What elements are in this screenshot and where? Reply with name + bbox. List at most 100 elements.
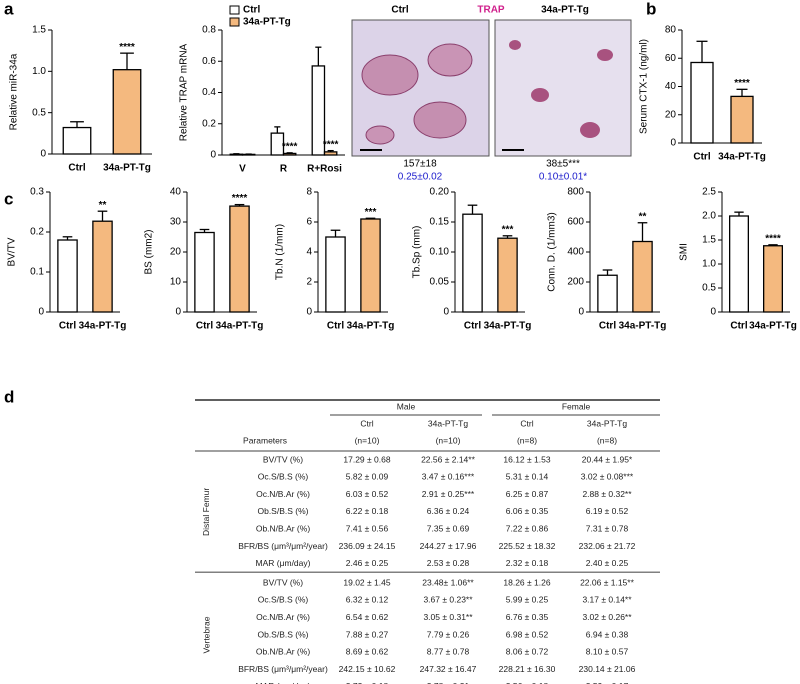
table-cell: 22.56 ± 2.14** — [421, 454, 476, 464]
section-label: Vertebrae — [201, 616, 211, 653]
x-tick-label: R+Rosi — [307, 164, 342, 175]
y-tick-label: 6 — [306, 217, 312, 228]
bar — [57, 239, 78, 313]
table-cell: 3.02 ± 0.26** — [582, 612, 632, 622]
bar — [323, 151, 338, 156]
error-bar — [315, 46, 322, 66]
x-tick-label: Ctrl — [68, 163, 85, 174]
table-cell: 3.17 ± 0.14** — [582, 595, 632, 605]
y-tick-label: 0 — [210, 150, 216, 161]
error-bar — [736, 88, 748, 97]
table-cell: 17.29 ± 0.68 — [343, 454, 390, 464]
y-tick-label: 2.0 — [702, 211, 716, 222]
y-tick-label: 0 — [443, 307, 449, 318]
table-cell: 228.21 ± 16.30 — [499, 664, 556, 674]
table-cell: 3.02 ± 0.08*** — [581, 472, 634, 482]
y-tick-label: 0.2 — [202, 118, 216, 129]
y-tick-label: 0 — [578, 307, 584, 318]
table-cell: 230.14 ± 21.06 — [579, 664, 636, 674]
osteoclast — [413, 101, 467, 139]
significance: **** — [282, 141, 298, 152]
table-cell: 6.19 ± 0.52 — [586, 506, 629, 516]
table-cell: 6.54 ± 0.62 — [346, 612, 389, 622]
y-tick-label: 200 — [567, 277, 584, 288]
x-tick-label: Ctrl — [464, 321, 481, 332]
osteoclast — [361, 54, 419, 96]
x-tick-label: Ctrl — [327, 321, 344, 332]
y-tick-label: 60 — [665, 53, 677, 64]
row-label: Ob.N/B.Ar (%) — [256, 647, 310, 657]
table-cell: 2.72 ± 0.18 — [346, 681, 389, 684]
x-tick-label: 34a-PT-Tg — [749, 321, 797, 332]
y-tick-label: 0.05 — [430, 277, 450, 288]
y-tick-label: 400 — [567, 247, 584, 258]
y-tick-label: 2.5 — [702, 187, 716, 198]
y-tick-label: 0.4 — [202, 87, 216, 98]
row-label: Ob.N/B.Ar (%) — [256, 523, 310, 533]
x-tick-label: 34a-PT-Tg — [718, 152, 766, 163]
y-tick-label: 0 — [175, 307, 181, 318]
trap-images: Ctrl TRAP 34a-PT-Tg 157±18 38±5*** 0.25±… — [351, 5, 632, 183]
table-cell: 7.22 ± 0.86 — [506, 523, 549, 533]
table-cell: 22.06 ± 1.15** — [580, 577, 635, 587]
y-axis-label: Conn. D. (1/mm3) — [547, 212, 558, 291]
bar — [92, 220, 113, 313]
table-cell: 2.46 ± 0.25 — [346, 558, 389, 568]
table-cell: 8.77 ± 0.78 — [427, 647, 470, 657]
y-tick-label: 600 — [567, 217, 584, 228]
error-bar — [327, 149, 334, 152]
table-cell: 5.82 ± 0.09 — [346, 472, 389, 482]
significance: **** — [734, 78, 750, 89]
x-tick-label: V — [239, 164, 246, 175]
table-cell: 20.44 ± 1.95* — [582, 454, 633, 464]
table-cell: 8.10 ± 0.57 — [586, 647, 629, 657]
error-bar — [97, 210, 108, 222]
table-cell: 8.06 ± 0.72 — [506, 647, 549, 657]
y-tick-label: 0.5 — [702, 283, 716, 294]
bar — [690, 61, 714, 144]
table-cell: 7.35 ± 0.69 — [427, 523, 470, 533]
y-tick-label: 2 — [306, 277, 312, 288]
table-cell: 2.40 ± 0.25 — [586, 558, 629, 568]
table-cell: 6.36 ± 0.24 — [427, 506, 470, 516]
y-axis-label: SMI — [679, 243, 690, 261]
significance: **** — [765, 233, 781, 244]
y-axis-label: Relative miR-34a — [9, 53, 20, 130]
error-bar — [62, 236, 73, 240]
bar — [729, 215, 750, 313]
y-tick-label: 1.5 — [32, 25, 46, 36]
x-tick-label: Ctrl — [693, 152, 710, 163]
y-tick-label: 40 — [170, 187, 182, 198]
bar — [325, 236, 346, 313]
y-tick-label: 0 — [710, 307, 716, 318]
table-cell: 232.06 ± 21.72 — [579, 541, 636, 551]
table-cell: 2.53 ± 0.28 — [427, 558, 470, 568]
significance: *** — [365, 207, 377, 218]
sub-header: Ctrl — [360, 418, 373, 428]
table-cell: 244.27 ± 17.96 — [420, 541, 477, 551]
row-label: MAR (μm/day) — [256, 558, 311, 568]
significance: **** — [232, 193, 248, 204]
row-label: BFR/BS (μm³/μm²/year) — [238, 664, 328, 674]
y-tick-label: 40 — [665, 81, 677, 92]
bar — [597, 274, 618, 313]
image-count: 38±5*** — [546, 159, 580, 170]
y-tick-label: 10 — [170, 277, 182, 288]
osteoclast — [597, 49, 613, 61]
error-bar — [502, 235, 513, 239]
table-cell: 19.02 ± 1.45 — [343, 577, 390, 587]
table-cell: 2.88 ± 0.32** — [582, 489, 632, 499]
x-tick-label: 34a-PT-Tg — [347, 321, 395, 332]
table-cell: 5.99 ± 0.25 — [506, 595, 549, 605]
y-tick-label: 30 — [170, 217, 182, 228]
image-label: Ctrl — [391, 5, 408, 16]
image-label: 34a-PT-Tg — [541, 5, 589, 16]
sub-header: 34a-PT-Tg — [587, 418, 627, 428]
x-tick-label: 34a-PT-Tg — [79, 321, 127, 332]
panel-label: a — [4, 0, 14, 18]
y-tick-label: 0.6 — [202, 56, 216, 67]
y-tick-label: 0.2 — [30, 227, 44, 238]
table-cell: 236.09 ± 24.15 — [339, 541, 396, 551]
group-header: Male — [397, 401, 416, 411]
